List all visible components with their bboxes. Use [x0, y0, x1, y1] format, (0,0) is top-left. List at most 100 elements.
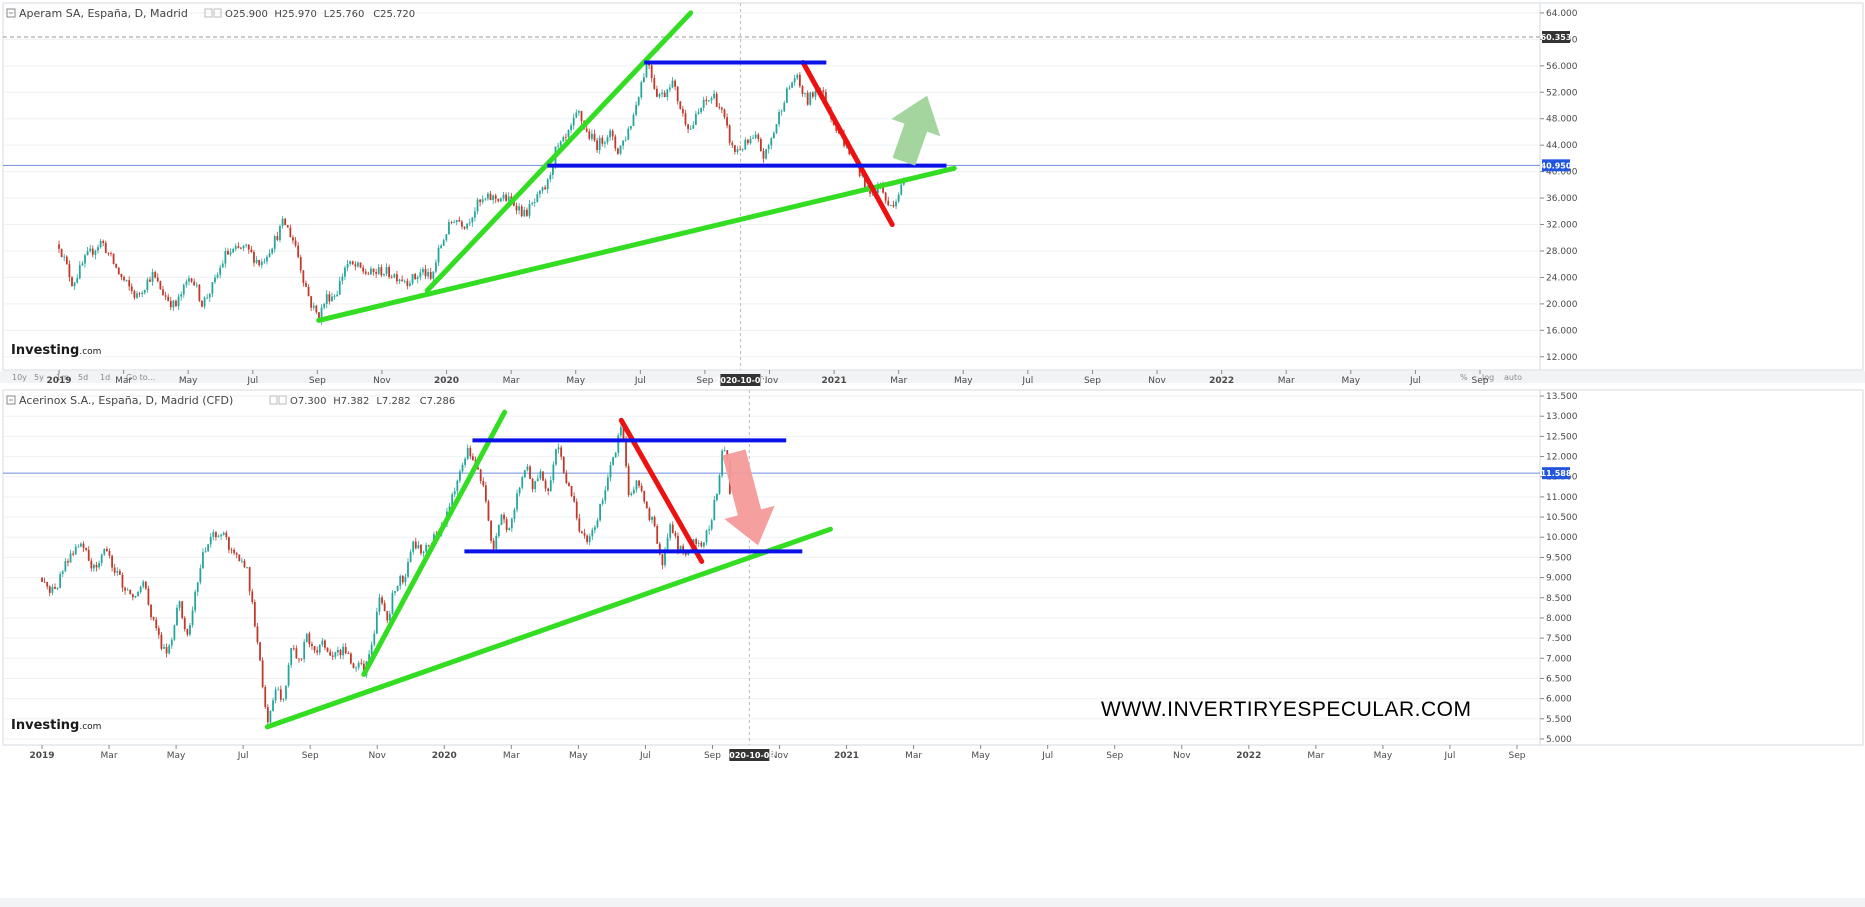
candle-body	[71, 277, 73, 287]
time-tick-label: Nov	[1148, 376, 1166, 386]
candle-body	[484, 485, 487, 502]
candle-body	[710, 98, 713, 101]
candle-body	[152, 617, 155, 620]
price-tick-label: 12.000	[1546, 453, 1578, 463]
candle-body	[102, 241, 105, 243]
candle-body	[484, 198, 487, 200]
candle-body	[357, 662, 360, 668]
candle-body	[445, 234, 448, 241]
candle-body	[534, 481, 537, 490]
red-trendline[interactable]	[618, 417, 705, 564]
scale-log-button[interactable]: log	[1482, 373, 1494, 382]
candle-body	[103, 548, 106, 555]
candle-body	[642, 77, 645, 83]
candle-body	[111, 555, 113, 568]
candle-body	[259, 642, 261, 661]
candle-body	[233, 549, 235, 554]
candle-body	[331, 296, 333, 302]
green-trendline[interactable]	[361, 409, 508, 677]
candle-body	[399, 575, 402, 586]
candle-body	[516, 493, 518, 510]
candle-body	[744, 139, 747, 150]
logo-suffix: .com	[79, 722, 101, 732]
candle-body	[424, 269, 427, 277]
scale--button[interactable]: %	[1460, 373, 1468, 382]
price-tick-label: 10.500	[1546, 513, 1578, 523]
interval-goto-button[interactable]: Go to...	[126, 373, 155, 382]
candle-body	[425, 544, 428, 552]
candle-body	[136, 293, 138, 298]
settings-icon[interactable]	[269, 395, 278, 405]
candle-body	[232, 249, 235, 253]
interval-button[interactable]: 10y	[12, 373, 27, 382]
interval-button[interactable]: 5y	[34, 373, 44, 382]
candle-body	[224, 251, 227, 264]
interval-button[interactable]: 1m	[56, 373, 69, 382]
candle-body	[721, 450, 723, 476]
candle-body	[305, 633, 308, 642]
collapse-icon[interactable]	[6, 395, 16, 405]
candle-body	[555, 449, 557, 465]
candle-body	[604, 142, 606, 144]
candle-body	[312, 305, 315, 308]
candle-body	[435, 262, 437, 272]
green-arrow-shape[interactable]	[891, 95, 941, 166]
collapse-icon[interactable]	[6, 8, 16, 18]
candle-body	[900, 184, 903, 195]
candle-body	[648, 63, 650, 66]
green-trendline[interactable]	[424, 10, 694, 294]
candle-body	[409, 283, 411, 286]
remove-icon[interactable]	[213, 8, 222, 18]
candle-body	[357, 262, 359, 267]
red-arrow-shape[interactable]	[722, 449, 775, 546]
candle-body	[822, 90, 825, 92]
candle-body	[355, 667, 357, 669]
candle-body	[863, 174, 866, 189]
remove-icon[interactable]	[278, 395, 287, 405]
candle-body	[622, 140, 624, 146]
red-trendline[interactable]	[800, 60, 895, 228]
candle-body	[429, 271, 432, 279]
candle-body	[274, 689, 277, 701]
price-tick-label: 24.000	[1546, 273, 1578, 283]
candle-body	[310, 296, 313, 308]
candle-body	[627, 128, 630, 140]
candle-body	[643, 490, 646, 502]
candle-body	[383, 603, 386, 612]
interval-button[interactable]: 1d	[100, 373, 110, 382]
price-axis-frame	[1539, 2, 1864, 371]
time-tick-label: Sep	[696, 376, 713, 386]
candle-body	[780, 111, 783, 113]
candle-body	[242, 245, 245, 249]
candle-body	[240, 560, 243, 562]
time-tick-label: Jul	[246, 376, 258, 386]
candle-body	[513, 509, 516, 519]
candle-body	[163, 647, 165, 649]
ohlc-high: H25.970	[274, 9, 317, 20]
green-trendline[interactable]	[316, 165, 957, 323]
candle-body	[307, 286, 310, 297]
candle-body	[487, 501, 490, 521]
settings-icon[interactable]	[204, 8, 213, 18]
time-tick-label: Sep	[1509, 751, 1526, 761]
candle-body	[710, 520, 713, 530]
candle-body	[185, 281, 188, 285]
investing-logo: Investing.com	[11, 343, 101, 358]
candle-body	[752, 137, 754, 139]
time-tick-label: 2020	[434, 376, 459, 386]
candle-body	[142, 581, 145, 587]
scale-auto-button[interactable]: auto	[1504, 373, 1522, 382]
price-badge-label: 40.950	[1541, 161, 1572, 170]
candle-body	[562, 137, 565, 142]
candle-body	[131, 594, 134, 598]
candle-body	[253, 252, 255, 263]
candle-body	[627, 466, 630, 496]
candle-body	[48, 586, 51, 593]
candle-body	[324, 640, 326, 648]
candle-body	[565, 472, 568, 484]
chart-title: Aperam SA, España, D, Madrid	[19, 7, 188, 20]
interval-button[interactable]: 5d	[78, 373, 88, 382]
green-trendline[interactable]	[264, 526, 833, 730]
candle-body	[671, 80, 674, 88]
